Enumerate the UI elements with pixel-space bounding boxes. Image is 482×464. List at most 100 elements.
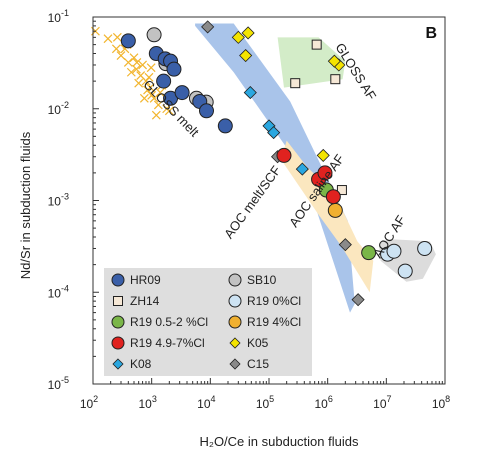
legend-label: R19 4%Cl xyxy=(247,315,301,329)
point-gloss-melt xyxy=(164,106,174,116)
point-r19-0-cl xyxy=(417,240,433,256)
series-k05 xyxy=(231,26,346,162)
legend-marker-r19-0-5-2-cl xyxy=(111,315,125,329)
region-label-gloss-melt: GLOSS melt xyxy=(141,77,203,140)
point-zh14 xyxy=(311,39,322,50)
point-r19-4-9-7-cl xyxy=(276,147,292,163)
point-gloss-melt xyxy=(126,67,136,77)
series-r19-4-cl xyxy=(327,202,343,218)
point-gloss-melt xyxy=(134,78,144,88)
point-sb10 xyxy=(146,27,162,43)
point-r19-0-cl xyxy=(397,263,413,279)
legend-marker-r19-0-cl xyxy=(228,294,242,308)
point-r19-4-cl xyxy=(327,202,343,218)
point-gloss-melt xyxy=(146,63,156,73)
points-layer xyxy=(91,20,433,307)
point-r19-4-9-7-cl xyxy=(317,165,333,181)
x-axis-label: H₂O/Ce in subduction fluids xyxy=(200,434,359,449)
regions-layer xyxy=(195,23,436,313)
legend-label: C15 xyxy=(247,357,269,371)
legend-item-r19-4-9-7-cl: R19 4.9-7%Cl xyxy=(111,336,205,350)
point-gloss-melt xyxy=(123,57,133,67)
point-gloss-melt xyxy=(138,60,148,70)
y-tick-label: 10-3 xyxy=(48,192,69,209)
point-r19-4-9-7-cl xyxy=(325,189,341,205)
point-c15 xyxy=(351,293,365,307)
point-gloss-melt xyxy=(143,85,152,95)
point-hr09 xyxy=(166,61,182,77)
point-gloss-melt xyxy=(132,64,141,74)
point-gloss-melt xyxy=(155,88,165,98)
point-gloss-melt xyxy=(111,44,121,54)
point-hr09 xyxy=(174,85,190,101)
point-r19-0-cl xyxy=(386,243,402,259)
legend-box xyxy=(104,268,312,376)
legend-marker-r19-4-cl xyxy=(228,315,242,329)
point-zh14 xyxy=(330,74,341,85)
legend-item-c15: C15 xyxy=(229,357,269,371)
point-k05 xyxy=(327,54,341,68)
x-tick-label: 102 xyxy=(80,394,98,411)
point-k05 xyxy=(241,26,255,40)
legend-label: K08 xyxy=(130,357,152,371)
region-label-aoc-melt-scf: AOC melt/SCF xyxy=(221,163,284,241)
legend-label: R19 0.5-2 %Cl xyxy=(130,315,208,329)
point-gloss-melt xyxy=(151,110,161,120)
point-gloss-melt xyxy=(139,93,149,103)
x-tick-label: 108 xyxy=(432,394,450,411)
point-k05 xyxy=(316,148,330,162)
series-r19-0-5-2-cl xyxy=(318,182,377,261)
x-tick-label: 107 xyxy=(373,394,391,411)
legend-label: K05 xyxy=(247,336,269,350)
point-hr09 xyxy=(217,118,233,134)
legend-item-r19-0-cl: R19 0%Cl xyxy=(228,294,301,308)
region-gloss-af xyxy=(277,37,346,88)
point-hr09 xyxy=(156,73,172,89)
y-tick-label: 10-2 xyxy=(48,100,69,117)
series-r19-0-cl xyxy=(380,240,433,279)
x-tick-label: 105 xyxy=(256,394,274,411)
legend-marker-sb10 xyxy=(228,273,242,287)
legend-marker-k05 xyxy=(229,337,241,349)
point-k08 xyxy=(267,126,281,140)
point-zh14 xyxy=(290,78,301,89)
point-hr09 xyxy=(120,33,136,49)
legend-item-hr09: HR09 xyxy=(111,273,161,287)
legend-item-k05: K05 xyxy=(229,336,269,350)
point-k05 xyxy=(239,48,253,63)
point-k08 xyxy=(243,86,257,100)
legend-label: R19 0%Cl xyxy=(247,294,301,308)
point-hr09 xyxy=(198,103,214,119)
point-gloss-melt xyxy=(112,32,122,42)
legend-marker-c15 xyxy=(229,358,241,370)
legend-label: SB10 xyxy=(247,273,277,287)
legend-marker-k08 xyxy=(112,358,124,370)
legend-marker-r19-4-9-7-cl xyxy=(111,336,125,350)
legend-item-k08: K08 xyxy=(112,357,152,371)
legend-item-r19-4-cl: R19 4%Cl xyxy=(228,315,301,329)
region-aoc-melt-scf xyxy=(195,23,355,313)
series-hr09 xyxy=(120,33,233,134)
legend-label: ZH14 xyxy=(130,294,160,308)
region-aoc-saline-af xyxy=(281,140,374,293)
panel-label: B xyxy=(425,25,437,42)
point-k05 xyxy=(231,30,245,44)
series-zh14 xyxy=(290,39,347,196)
legend-item-sb10: SB10 xyxy=(228,273,277,287)
y-tick-label: 10-5 xyxy=(48,375,69,392)
point-gloss-melt xyxy=(116,51,126,60)
y-tick-label: 10-1 xyxy=(48,8,69,25)
point-k08 xyxy=(295,162,309,176)
point-gloss-melt xyxy=(103,34,113,44)
point-gloss-melt xyxy=(153,100,163,110)
x-tick-label: 103 xyxy=(138,394,156,411)
x-tick-label: 104 xyxy=(197,394,215,411)
point-r19-0-5-2-cl xyxy=(361,245,377,261)
x-tick-label: 106 xyxy=(314,394,332,411)
point-c15 xyxy=(338,238,352,252)
y-axis-label: Nd/Sr in subduction fluids xyxy=(18,131,33,279)
legend-item-zh14: ZH14 xyxy=(113,294,160,308)
y-tick-label: 10-4 xyxy=(48,283,69,300)
